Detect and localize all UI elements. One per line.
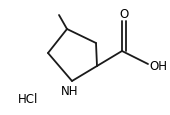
Text: HCl: HCl bbox=[18, 93, 38, 106]
Text: OH: OH bbox=[149, 60, 167, 73]
Text: O: O bbox=[119, 7, 129, 20]
Text: NH: NH bbox=[61, 85, 79, 98]
